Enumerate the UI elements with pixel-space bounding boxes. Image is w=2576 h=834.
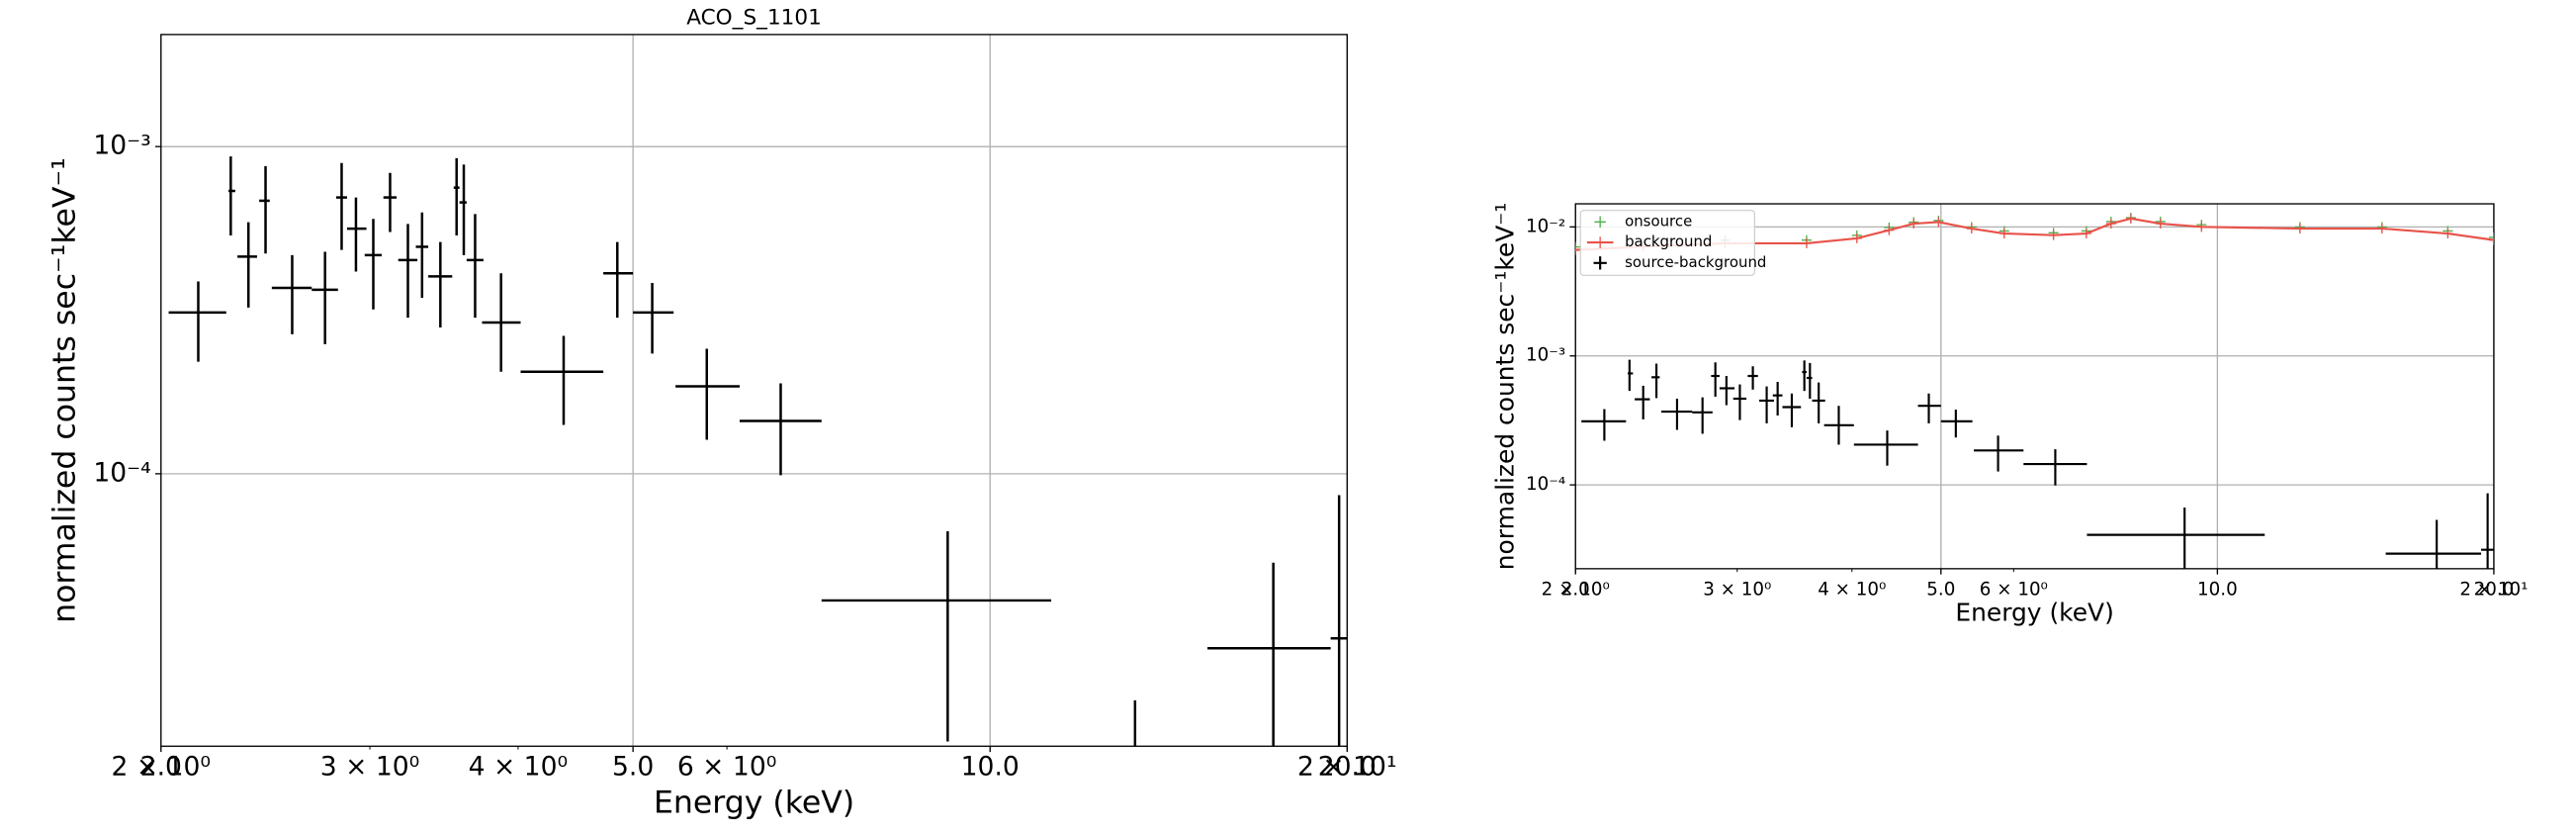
marker (1575, 244, 1581, 255)
x-tick-label: 20.0 (2474, 579, 2515, 600)
chart-title: ACO_S_1101 (686, 5, 822, 30)
y-tick-label: 10⁻² (1526, 216, 1565, 236)
marker (1851, 232, 1862, 243)
x-tick-label: 2.0 (1561, 579, 1590, 600)
x-minor-tick-label: 3 × 10⁰ (320, 751, 420, 782)
marker (1909, 219, 1919, 230)
marker (2105, 219, 2116, 230)
x-tick-label: 5.0 (612, 751, 654, 782)
y-tick-label: 10⁻⁴ (93, 457, 151, 488)
x-tick-label: 20.0 (1318, 751, 1377, 782)
marker (1999, 229, 2009, 239)
x-minor-tick-label: 2 × 10⁰ (1542, 579, 1610, 600)
marker (2196, 222, 2207, 232)
plot-area (168, 156, 1348, 747)
x-minor-tick-label: 4 × 10⁰ (469, 751, 569, 782)
legend-marker (1593, 256, 1607, 270)
axes-frame (1574, 203, 2495, 570)
x-minor-tick-label: 4 × 10⁰ (1818, 579, 1886, 600)
marker (2488, 234, 2494, 245)
x-tick-label: 2.0 (140, 751, 182, 782)
axes: 2.0 5.0 10.0 20.0 2 × 10⁰ 3 × 10⁰ 4 × 10⁰ 6 × 1… (46, 5, 1396, 820)
marker (2443, 229, 2453, 239)
legend-label: source-background (1625, 253, 1766, 271)
axes: 2.0 5.0 10.0 20.0 2 × 10⁰ 3 × 10⁰ 4 × 10⁰ 6 × 1… (1490, 203, 2528, 627)
y-tick-label: 10⁻⁴ (1526, 474, 1565, 495)
x-minor-tick-label: 6 × 10⁰ (1980, 579, 2048, 600)
x-minor-tick-label: 6 × 10⁰ (677, 751, 777, 782)
marker (2294, 224, 2305, 234)
marker (2125, 213, 2136, 224)
marker (1575, 241, 1581, 252)
x-minor-tick-label: 3 × 10⁰ (1703, 579, 1771, 600)
x-minor-tick-label: 2 × 10¹ (2459, 579, 2528, 600)
y-axis-label: normalized counts sec⁻¹keV⁻¹ (1490, 203, 1519, 571)
axes-frame (160, 34, 1348, 747)
marker (2048, 230, 2059, 240)
legend-marker (1594, 236, 1606, 248)
y-tick-label: 10⁻³ (93, 131, 151, 161)
legend-frame (1579, 210, 1755, 276)
x-minor-tick-label: 2 × 10⁰ (112, 751, 212, 782)
legend-marker (1594, 216, 1606, 229)
x-axis-label: Energy (keV) (654, 785, 854, 820)
x-axis-label: Energy (keV) (1955, 599, 2113, 627)
marker (2488, 232, 2494, 242)
series-line (1575, 217, 2494, 251)
marker (2376, 224, 2387, 234)
marker (1933, 217, 1944, 228)
legend-label: background (1625, 232, 1712, 250)
x-tick-label: 5.0 (1926, 579, 1955, 600)
x-tick-label: 10.0 (961, 751, 1020, 782)
marker (2081, 229, 2091, 239)
marker (1966, 224, 1977, 234)
marker (1801, 237, 1812, 248)
y-axis-label: normalized counts sec⁻¹keV⁻¹ (46, 157, 82, 623)
legend: onsource background source-background (1579, 210, 1766, 276)
legend-label: onsource (1625, 212, 1692, 230)
marker (2155, 219, 2166, 230)
x-tick-label: 10.0 (2197, 579, 2238, 600)
marker (1884, 225, 1895, 235)
y-tick-label: 10⁻³ (1526, 345, 1565, 366)
x-minor-tick-label: 2 × 10¹ (1297, 751, 1397, 782)
